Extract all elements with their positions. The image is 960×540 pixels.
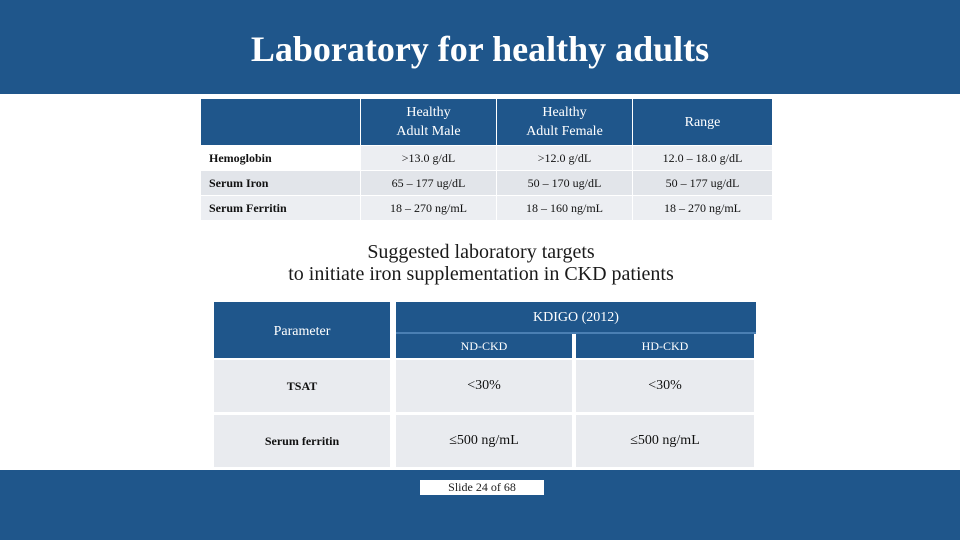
healthy-adults-table: Healthy Adult Male Healthy Adult Female … [200,98,773,221]
table-row: Hemoglobin >13.0 g/dL >12.0 g/dL 12.0 – … [200,145,773,171]
table-header-row: Healthy Adult Male Healthy Adult Female … [200,98,773,146]
header-blank [200,98,361,146]
row-label-hemoglobin: Hemoglobin [200,145,361,171]
row-label-serum-ferritin: Serum Ferritin [200,195,361,221]
param-header: Parameter [273,324,331,339]
cell-male: 18 – 270 ng/mL [360,195,497,221]
kdigo-header: KDIGO (2012) [533,310,619,325]
cell-range: 50 – 177 ug/dL [632,170,773,196]
header-male-line1: Healthy [406,105,451,120]
table-row: Serum Iron 65 – 177 ug/dL 50 – 170 ug/dL… [200,170,773,196]
cell-nd-ckd: ≤500 ng/mL [396,415,572,467]
cell-range: 18 – 270 ng/mL [632,195,773,221]
cell-male: >13.0 g/dL [360,145,497,171]
cell-nd-ckd: <30% [396,360,572,412]
table-row: Serum Ferritin 18 – 270 ng/mL 18 – 160 n… [200,195,773,221]
cell-female: 18 – 160 ng/mL [496,195,633,221]
header-range: Range [632,98,773,146]
row-label-serum-iron: Serum Iron [200,170,361,196]
row-label-tsat: TSAT [214,360,390,412]
kdigo-header-cell: KDIGO (2012) [396,302,756,334]
header-male: Healthy Adult Male [360,98,497,146]
section-subtitle: Suggested laboratory targets to initiate… [200,241,762,285]
header-male-line2: Adult Male [396,124,461,139]
subtitle-line1: Suggested laboratory targets [367,241,595,263]
kdigo-targets-table: Parameter KDIGO (2012) ND-CKD HD-CKD TSA… [214,302,756,468]
table-row: TSAT <30% <30% [214,360,754,412]
slide-title: Laboratory for healthy adults [250,29,710,69]
cell-hd-ckd: ≤500 ng/mL [576,415,754,467]
table-row: Serum ferritin ≤500 ng/mL ≤500 ng/mL [214,415,754,467]
hd-ckd-header: HD-CKD [576,334,754,358]
subtitle-line2: to initiate iron supplementation in CKD … [288,263,674,285]
header-female-line2: Adult Female [526,124,603,139]
slide-number: Slide 24 of 68 [420,480,544,495]
cell-female: 50 – 170 ug/dL [496,170,633,196]
cell-female: >12.0 g/dL [496,145,633,171]
row-label-serum-ferritin: Serum ferritin [214,415,390,467]
cell-range: 12.0 – 18.0 g/dL [632,145,773,171]
header-female-line1: Healthy [542,105,587,120]
header-bar [0,0,960,94]
nd-ckd-header: ND-CKD [396,334,572,358]
cell-hd-ckd: <30% [576,360,754,412]
header-female: Healthy Adult Female [496,98,633,146]
param-header-cell: Parameter [214,302,390,358]
cell-male: 65 – 177 ug/dL [360,170,497,196]
